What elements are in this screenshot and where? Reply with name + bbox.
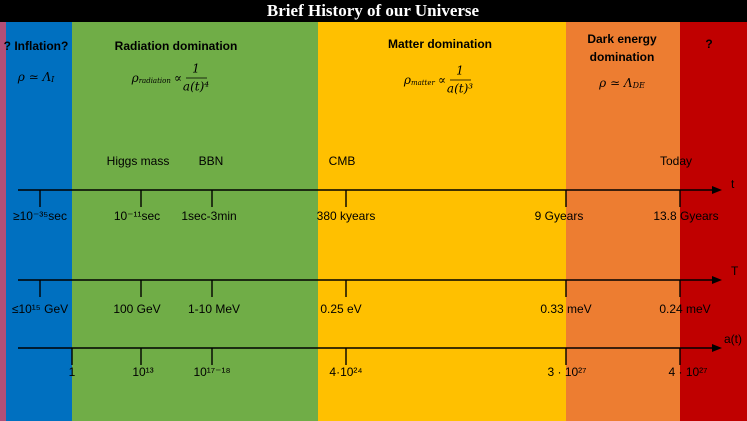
axis-arrow (712, 186, 722, 194)
era-label: Matter domination (388, 37, 492, 51)
axis-arrow (712, 344, 722, 352)
formula-base: ρ ≃ Λ (598, 76, 633, 90)
tick-label: 1 (69, 365, 76, 379)
title-bar (0, 0, 747, 22)
era-label: Dark energy (587, 32, 657, 46)
event-label: Higgs mass (107, 154, 170, 168)
tick-label: 380 kyears (317, 209, 376, 223)
formula-lhs: ρmatter ∝ (403, 73, 446, 88)
axis-name: T (731, 264, 739, 278)
formula-sub: radiation (139, 77, 172, 85)
axis-name: a(t) (724, 332, 742, 346)
formula-lhs: ρradiation ∝ (131, 71, 182, 86)
denominator: a(t)⁴ (183, 80, 209, 94)
tick-label: ≤10¹⁵ GeV (12, 302, 68, 316)
formula-sub: I (50, 75, 55, 84)
tick-label: 13.8 Gyears (653, 209, 718, 223)
band-unknown (680, 22, 747, 421)
tick-label: 1-10 MeV (188, 302, 240, 316)
title: Brief History of our Universe (267, 1, 480, 20)
era-label: ? Inflation? (4, 39, 69, 53)
formula-relation: ∝ (438, 73, 446, 87)
band-dark-energy (566, 22, 680, 421)
tick-label: 9 Gyears (535, 209, 584, 223)
denominator: a(t)³ (447, 82, 473, 96)
tick-label: 4 · 10²⁷ (668, 365, 707, 379)
formula: ρ ≃ ΛDE (598, 76, 645, 91)
tick-label: 1sec-3min (181, 209, 236, 223)
formula-base: ρ (403, 73, 411, 87)
era-label: domination (590, 50, 655, 64)
tick-label: 0.33 meV (540, 302, 591, 316)
event-label: BBN (199, 154, 224, 168)
tick-label: 0.25 eV (320, 302, 361, 316)
formula-sub: matter (411, 79, 436, 87)
formula-base: ρ ≃ Λ (17, 70, 52, 84)
tick-label: ≥10⁻³⁵sec (13, 209, 67, 223)
event-label: CMB (329, 154, 356, 168)
band-matter (318, 22, 566, 421)
formula-base: ρ (131, 71, 139, 85)
numerator: 1 (456, 64, 464, 78)
band-inflation (6, 22, 72, 421)
tick-label: 0.24 meV (659, 302, 710, 316)
tick-label: 10¹³ (132, 365, 153, 379)
tick-label: 4·10²⁴ (329, 365, 362, 379)
tick-label: 3 · 10²⁷ (547, 365, 586, 379)
formula: ρ ≃ ΛI (17, 70, 55, 85)
tick-label: 10⁻¹¹sec (114, 209, 160, 223)
numerator: 1 (192, 62, 200, 76)
era-label: ? (705, 37, 712, 51)
band-radiation (72, 22, 318, 421)
event-label: Today (660, 154, 692, 168)
band-pre (0, 22, 6, 421)
era-label: Radiation domination (115, 39, 238, 53)
tick-label: 10¹⁷⁻¹⁸ (193, 365, 230, 379)
formula-sub: DE (632, 81, 645, 90)
formula-relation: ∝ (174, 71, 182, 85)
axis-arrow (712, 276, 722, 284)
tick-label: 100 GeV (113, 302, 160, 316)
axis-name: t (731, 177, 735, 191)
